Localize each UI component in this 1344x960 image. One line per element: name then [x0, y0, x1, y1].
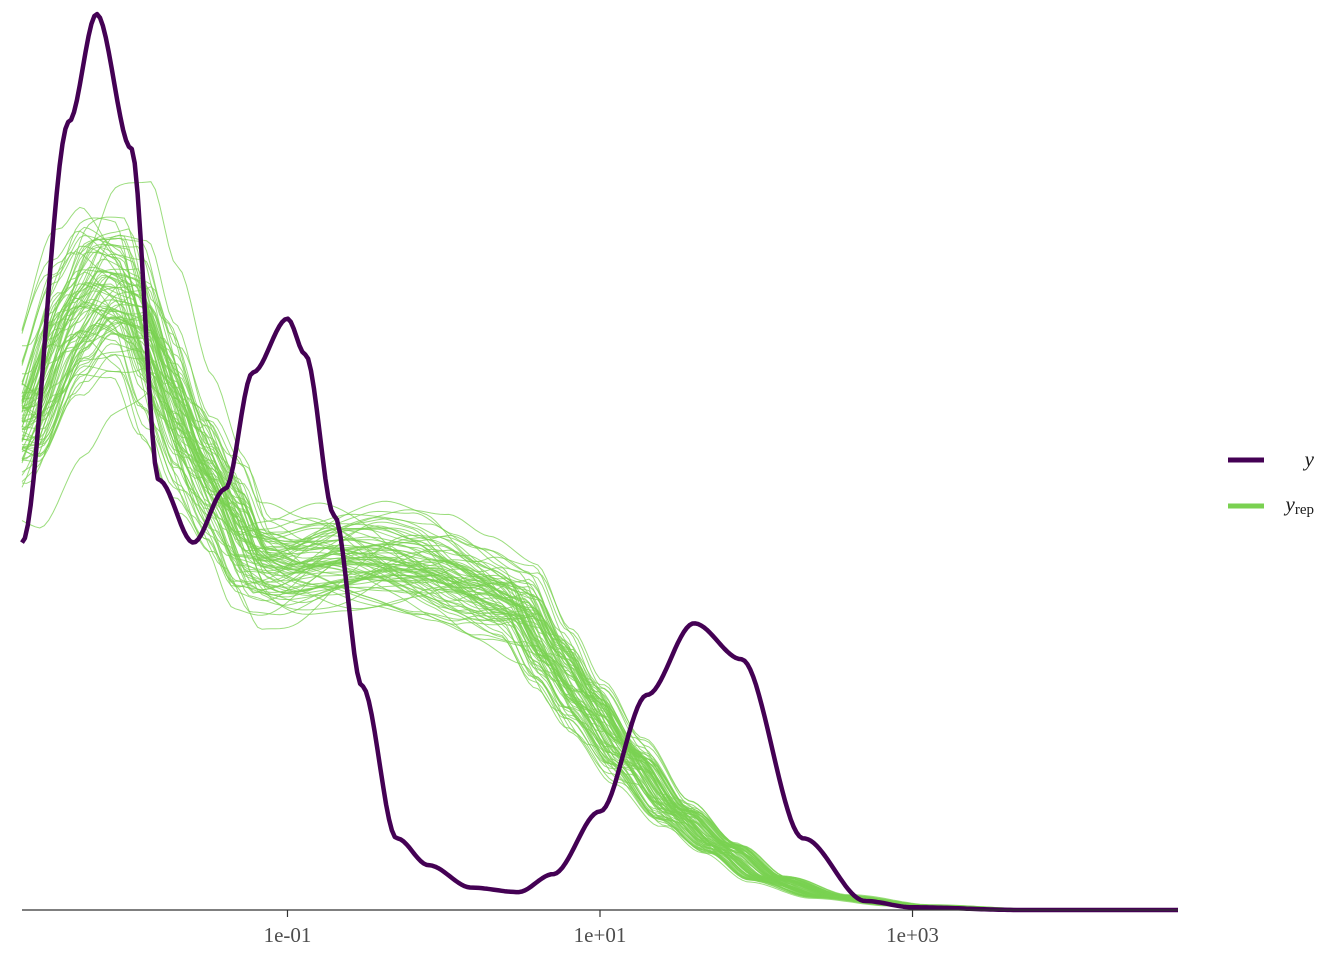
yrep-line [21, 285, 1178, 911]
yrep-line [21, 329, 1178, 911]
yrep-line [21, 282, 1178, 911]
y-line [20, 11, 1178, 913]
yrep-line [21, 300, 1179, 911]
yrep-line [21, 276, 1178, 911]
legend: y yrep [1228, 447, 1315, 518]
yrep-line [21, 322, 1179, 911]
yrep-line [21, 286, 1179, 911]
yrep-line [21, 270, 1178, 911]
x-tick-label: 1e+03 [886, 923, 939, 947]
yrep-line [21, 283, 1178, 911]
yrep-line [21, 305, 1178, 911]
yrep-line [21, 181, 1179, 911]
yrep-line [21, 272, 1178, 911]
yrep-line [21, 271, 1178, 911]
yrep-line [21, 283, 1178, 911]
yrep-line [21, 304, 1178, 911]
yrep-line [21, 307, 1178, 911]
legend-label-y: y [1303, 447, 1315, 471]
yrep-line [21, 228, 1178, 911]
yrep-line [21, 304, 1179, 911]
yrep-line [21, 276, 1178, 911]
yrep-line [21, 234, 1178, 911]
yrep-line [21, 306, 1178, 911]
yrep-line [21, 269, 1178, 911]
yrep-line [21, 279, 1178, 911]
yrep-line [21, 284, 1178, 911]
yrep-line [21, 269, 1178, 911]
yrep-line [21, 268, 1178, 911]
yrep-line [21, 274, 1178, 911]
yrep-line [21, 273, 1178, 911]
yrep-line [21, 299, 1178, 911]
y-density-line [20, 11, 1178, 913]
x-tick-label: 1e-01 [264, 923, 312, 947]
yrep-line [21, 305, 1178, 911]
yrep-line [21, 313, 1178, 911]
yrep-line [21, 298, 1178, 911]
yrep-line [21, 297, 1178, 911]
x-tick-label: 1e+01 [574, 923, 627, 947]
x-axis-ticks: 1e-01 1e+01 1e+03 [264, 910, 939, 947]
yrep-line [21, 234, 1178, 911]
yrep-density-lines [21, 181, 1179, 911]
yrep-line [21, 347, 1178, 911]
yrep-line [21, 301, 1178, 911]
legend-label-yrep: yrep [1284, 492, 1314, 518]
yrep-line [21, 283, 1178, 911]
yrep-line [21, 282, 1178, 911]
yrep-line [21, 226, 1178, 911]
yrep-line [21, 331, 1178, 911]
yrep-line [21, 235, 1178, 911]
yrep-line [21, 206, 1178, 911]
yrep-line [21, 230, 1178, 911]
